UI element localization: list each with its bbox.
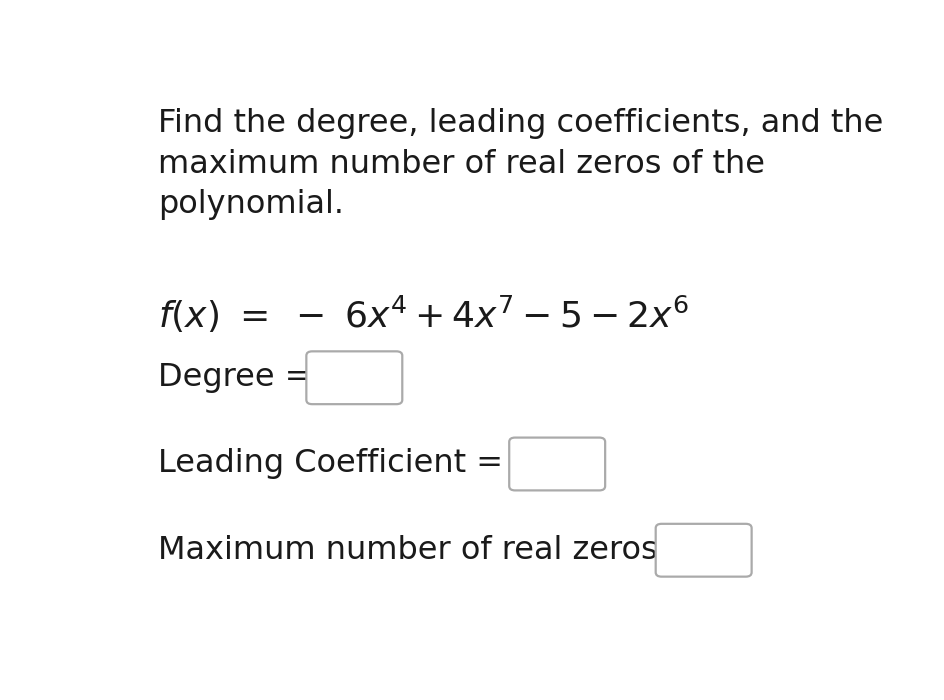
FancyBboxPatch shape: [509, 438, 604, 491]
Text: Leading Coefficient =: Leading Coefficient =: [159, 449, 503, 480]
Text: Degree =: Degree =: [159, 363, 312, 393]
Text: $f(x)\ =\ -\ 6x^4 + 4x^7 - 5 - 2x^6$: $f(x)\ =\ -\ 6x^4 + 4x^7 - 5 - 2x^6$: [159, 294, 688, 335]
FancyBboxPatch shape: [306, 351, 402, 404]
Text: maximum number of real zeros of the: maximum number of real zeros of the: [159, 148, 765, 180]
Text: polynomial.: polynomial.: [159, 189, 344, 220]
Text: Find the degree, leading coefficients, and the: Find the degree, leading coefficients, a…: [159, 108, 883, 139]
FancyBboxPatch shape: [655, 524, 750, 577]
Text: Maximum number of real zeros =: Maximum number of real zeros =: [159, 535, 694, 566]
